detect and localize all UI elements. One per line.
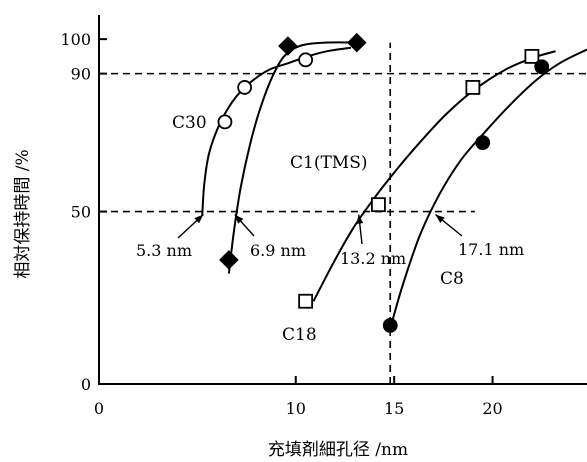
point-c18 [465,80,481,95]
y-axis-title: 相対保持時間 /% [13,149,33,278]
y-tick-label: 90 [71,65,91,84]
series-label-c30: C30 [172,113,207,133]
series-label-c8: C8 [440,269,464,289]
ticks: 0 50 90 100 0 10 15 20 [60,30,502,418]
annotation-label: 17.1 nm [458,240,524,259]
series-labels: C30 C1(TMS) C18 C8 [172,113,464,345]
data-points [217,32,550,333]
annotation-label: 13.2 nm [340,249,406,268]
point-c18 [298,293,314,309]
point-c30 [298,52,314,68]
fit-curves [201,41,587,333]
annotation-arrowhead [435,214,445,223]
point-c8 [475,135,491,150]
x-axis-title: 充填剤細孔径 /nm [268,440,408,460]
x-tick-label: 20 [482,399,502,418]
annotation-arrowhead [234,214,244,224]
annotations: 5.3 nm 6.9 nm 13.2 nm 17.1 nm [136,214,524,268]
point-c1tms [278,36,298,56]
point-c30 [237,80,253,95]
y-tick-label: 0 [81,375,91,394]
axes [98,15,587,385]
curve-c8 [388,48,587,333]
point-c8 [534,59,550,75]
point-c8 [382,317,398,333]
y-tick-label: 100 [60,30,91,49]
annotation-arrowhead [194,214,204,224]
series-label-c18: C18 [282,325,317,345]
point-c18 [371,197,386,213]
annotation-label: 6.9 nm [250,241,306,260]
x-tick-label: 0 [94,399,104,418]
point-c18 [524,48,540,64]
reference-lines [99,42,587,384]
annotation-arrowhead [356,214,364,224]
x-tick-label: 15 [384,399,404,418]
point-c1tms [219,250,239,270]
y-tick-label: 50 [71,203,91,222]
annotation-label: 5.3 nm [136,241,192,260]
point-c1tms [347,32,367,53]
curve-c18 [312,50,556,302]
point-c30 [217,114,233,130]
curve-c1tms [227,41,363,274]
x-tick-label: 10 [286,399,306,418]
series-label-c1tms: C1(TMS) [290,153,367,173]
